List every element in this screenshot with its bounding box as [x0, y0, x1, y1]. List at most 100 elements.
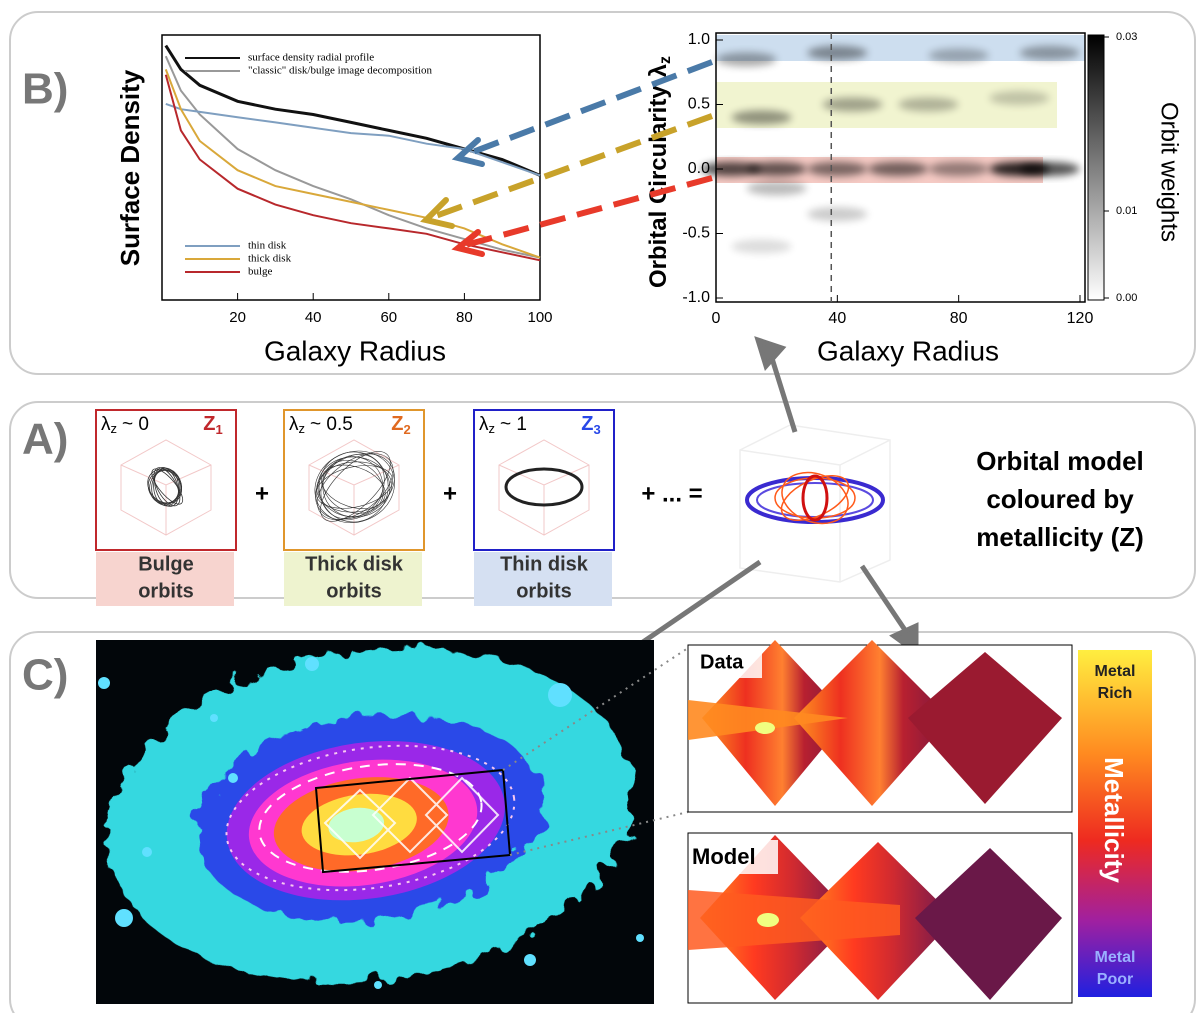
star [98, 677, 110, 689]
colorbar-label: Orbit weights [1156, 102, 1183, 242]
cube [740, 425, 890, 582]
colorbar-tick-label: 0.00 [1116, 292, 1137, 304]
orbit-caption: orbits [326, 580, 382, 602]
operator: + ... = [641, 480, 702, 507]
x-tick-label: 0 [712, 310, 721, 327]
y-tick-label: 0.5 [688, 96, 710, 113]
orbit-caption: Thin disk [500, 553, 589, 575]
star [524, 954, 536, 966]
model-title: metallicity (Z) [976, 522, 1144, 552]
star [228, 773, 238, 783]
star [142, 847, 152, 857]
figure: B) A) C) 20406080100Galaxy RadiusSurface… [0, 0, 1201, 1013]
y-tick-label: 1.0 [688, 31, 710, 48]
arrow [462, 62, 712, 156]
model-map: Model [688, 833, 1072, 1003]
star [115, 909, 133, 927]
weight-blob [807, 46, 867, 60]
orbit-label-symbol: λ [101, 414, 111, 435]
x-tick-label: 20 [229, 309, 246, 326]
bar-bottom-label: Poor [1097, 971, 1133, 988]
metallicity-sub: 1 [215, 422, 222, 437]
model-title: coloured by [986, 484, 1134, 514]
star [548, 683, 572, 707]
metallicity-symbol: Z [203, 413, 215, 435]
weight-blob [898, 98, 958, 112]
operator: + [255, 480, 269, 507]
arrow [770, 352, 795, 432]
x-tick-label: 40 [305, 309, 322, 326]
legend-label: thick disk [248, 253, 292, 265]
legend-label: "classic" disk/bulge image decomposition [248, 65, 433, 77]
x-tick-label: 120 [1067, 310, 1094, 327]
arrowhead [758, 340, 782, 366]
data-map: Data [688, 640, 1072, 812]
orbit-caption: Bulge [138, 553, 194, 575]
weight-blob [1020, 46, 1080, 60]
weight-blob [1020, 162, 1080, 176]
weight-blob [807, 207, 867, 221]
legend-label: surface density radial profile [248, 52, 374, 64]
arrow [462, 178, 712, 246]
orbit-label-sub: z [489, 421, 496, 436]
model-title: Orbital model [976, 446, 1144, 476]
panel-label: C) [22, 651, 68, 700]
panel-label: A) [22, 415, 68, 464]
orbit-label-rest: ~ 0.5 [310, 414, 353, 435]
orbit-caption: orbits [516, 580, 572, 602]
weight-blob [868, 162, 928, 176]
series-line [166, 75, 540, 260]
star [305, 657, 319, 671]
x-tick-label: 40 [828, 310, 846, 327]
orbit-label-symbol: λ [479, 414, 489, 435]
galaxy-image [85, 615, 656, 1013]
weight-blob [747, 162, 807, 176]
weight-blob [929, 162, 989, 176]
bar-top-label: Metal [1095, 663, 1136, 680]
y-tick-label: -1.0 [682, 289, 710, 306]
weight-blob [732, 239, 792, 253]
map-label: Data [700, 651, 744, 673]
star [210, 714, 218, 722]
orbit-label-rest: ~ 1 [500, 414, 527, 435]
orbit-label-symbol: λ [289, 414, 299, 435]
metallicity-sub: 3 [593, 422, 600, 437]
orbit-caption: orbits [138, 580, 194, 602]
y-tick-label: 0.0 [688, 160, 710, 177]
star [636, 934, 644, 942]
weight-blob [747, 181, 807, 195]
x-tick-label: 100 [527, 309, 552, 326]
legend-label: thin disk [248, 240, 287, 252]
y-axis-label: Surface Density [115, 69, 145, 266]
x-axis-label: Galaxy Radius [264, 335, 446, 366]
bar-top-label: Rich [1098, 685, 1133, 702]
orbit-label: λz ~ 0 [101, 414, 149, 436]
map-label: Model [692, 844, 756, 869]
colorbar [1088, 35, 1104, 300]
star [374, 981, 382, 989]
core [757, 913, 779, 927]
y-tick-label: -0.5 [682, 225, 710, 242]
colorbar-tick-label: 0.03 [1116, 31, 1137, 43]
orbit-label-rest: ~ 0 [122, 414, 149, 435]
orbit-caption: Thick disk [305, 553, 404, 575]
operator: + [443, 480, 457, 507]
panel-label: B) [22, 65, 68, 114]
metallicity-sub: 2 [403, 422, 410, 437]
x-tick-label: 80 [950, 310, 968, 327]
panel-b-frame [10, 12, 1195, 374]
y-axis-label: Orbital Circularityλz [645, 56, 674, 288]
x-tick-label: 80 [456, 309, 473, 326]
orbit-model [740, 425, 890, 582]
orbit-label: λz ~ 1 [479, 414, 527, 436]
x-tick-label: 60 [380, 309, 397, 326]
thin-orbit [757, 483, 873, 517]
legend-label: bulge [248, 266, 273, 278]
orbit-label-sub: z [111, 421, 118, 436]
weight-blob [732, 110, 792, 124]
colorbar-tick-label: 0.01 [1116, 205, 1137, 217]
core [755, 722, 775, 734]
metallicity-symbol: Z [391, 413, 403, 435]
weight-blob [929, 48, 989, 62]
weight-blob [989, 91, 1049, 105]
